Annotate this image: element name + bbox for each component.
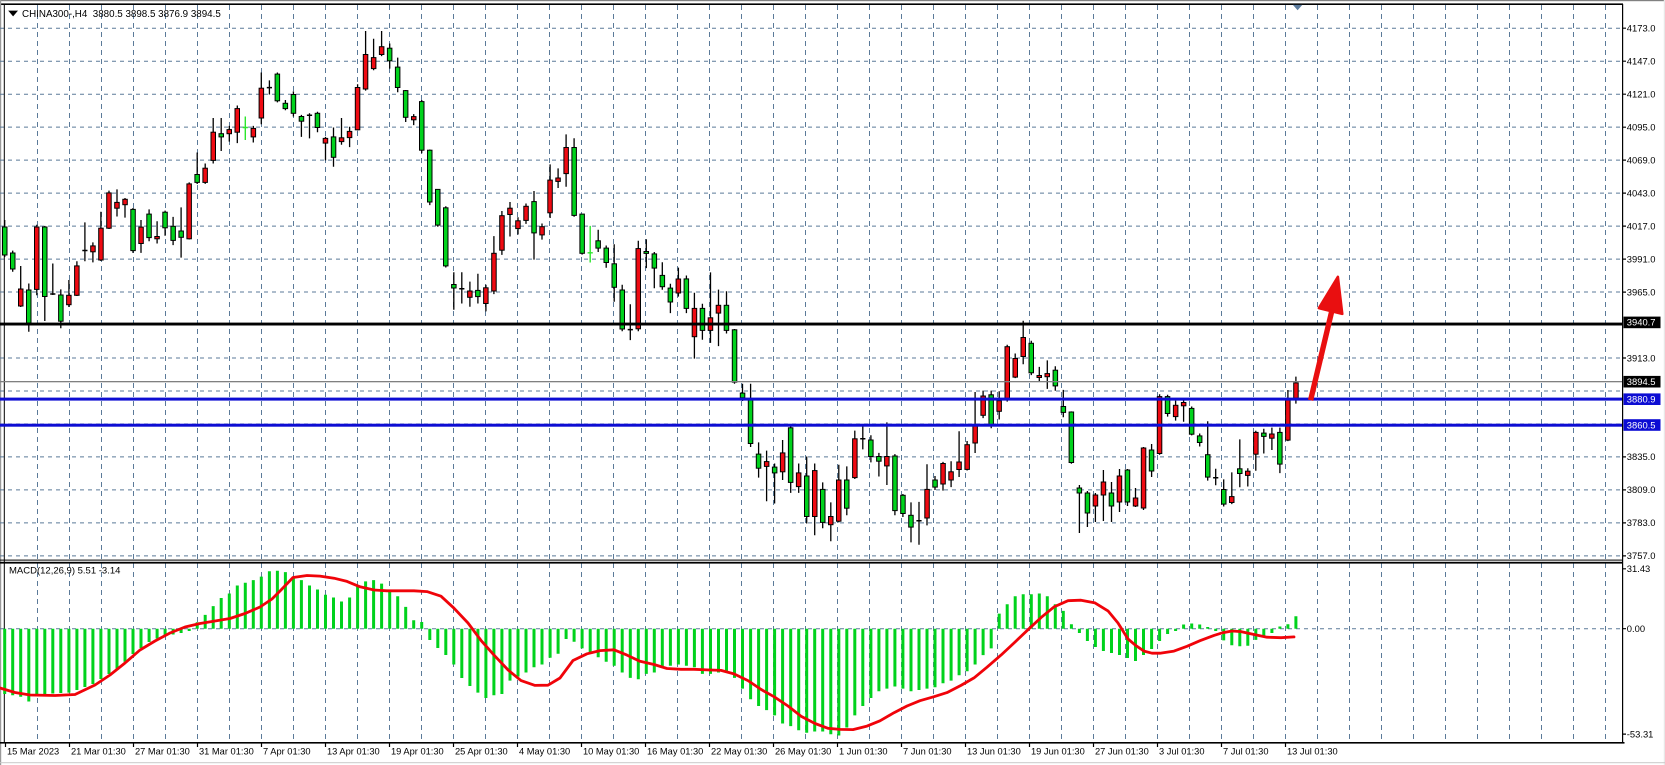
svg-text:3809.0: 3809.0 (1627, 484, 1656, 495)
svg-text:31 Mar 01:30: 31 Mar 01:30 (199, 746, 254, 756)
svg-text:31.43: 31.43 (1627, 563, 1650, 574)
svg-text:4173.0: 4173.0 (1627, 23, 1656, 34)
svg-text:4 May 01:30: 4 May 01:30 (519, 746, 570, 756)
svg-text:0.00: 0.00 (1627, 623, 1645, 634)
svg-text:3 Jul 01:30: 3 Jul 01:30 (1159, 746, 1205, 756)
svg-text:3965.0: 3965.0 (1627, 286, 1656, 297)
svg-text:4147.0: 4147.0 (1627, 56, 1656, 67)
svg-text:7 Jun 01:30: 7 Jun 01:30 (903, 746, 952, 756)
svg-text:MACD(12,26,9) 5.51 -3.14: MACD(12,26,9) 5.51 -3.14 (9, 566, 120, 577)
svg-text:7 Jul 01:30: 7 Jul 01:30 (1223, 746, 1269, 756)
svg-text:4017.0: 4017.0 (1627, 220, 1656, 231)
svg-text:7 Apr 01:30: 7 Apr 01:30 (263, 746, 311, 756)
svg-text:1 Jun 01:30: 1 Jun 01:30 (839, 746, 888, 756)
svg-text:22 May 01:30: 22 May 01:30 (711, 746, 767, 756)
svg-text:-53.31: -53.31 (1627, 728, 1654, 739)
svg-text:3783.0: 3783.0 (1627, 517, 1656, 528)
svg-text:4095.0: 4095.0 (1627, 122, 1656, 133)
svg-text:13 Apr 01:30: 13 Apr 01:30 (327, 746, 380, 756)
svg-text:3757.0: 3757.0 (1627, 550, 1656, 561)
svg-text:CHINA300-,H4 3880.5 3898.5 38: CHINA300-,H4 3880.5 3898.5 3876.9 3894.5 (22, 9, 221, 20)
svg-text:3940.7: 3940.7 (1627, 317, 1656, 328)
svg-text:3991.0: 3991.0 (1627, 253, 1656, 264)
svg-text:19 Apr 01:30: 19 Apr 01:30 (391, 746, 444, 756)
svg-text:10 May 01:30: 10 May 01:30 (583, 746, 639, 756)
svg-text:21 Mar 01:30: 21 Mar 01:30 (71, 746, 126, 756)
svg-text:27 Jun 01:30: 27 Jun 01:30 (1095, 746, 1149, 756)
svg-text:3880.9: 3880.9 (1627, 394, 1656, 405)
svg-text:26 May 01:30: 26 May 01:30 (775, 746, 831, 756)
svg-text:3835.0: 3835.0 (1627, 451, 1656, 462)
svg-text:13 Jul 01:30: 13 Jul 01:30 (1287, 746, 1338, 756)
svg-text:15 Mar 2023: 15 Mar 2023 (7, 746, 59, 756)
svg-text:4043.0: 4043.0 (1627, 187, 1656, 198)
svg-text:19 Jun 01:30: 19 Jun 01:30 (1031, 746, 1085, 756)
svg-text:13 Jun 01:30: 13 Jun 01:30 (967, 746, 1021, 756)
svg-text:4121.0: 4121.0 (1627, 89, 1656, 100)
svg-text:4069.0: 4069.0 (1627, 154, 1656, 165)
svg-text:3894.5: 3894.5 (1627, 376, 1656, 387)
svg-text:3860.5: 3860.5 (1627, 419, 1656, 430)
svg-text:25 Apr 01:30: 25 Apr 01:30 (455, 746, 508, 756)
svg-text:3913.0: 3913.0 (1627, 352, 1656, 363)
svg-text:16 May 01:30: 16 May 01:30 (647, 746, 703, 756)
svg-text:27 Mar 01:30: 27 Mar 01:30 (135, 746, 190, 756)
